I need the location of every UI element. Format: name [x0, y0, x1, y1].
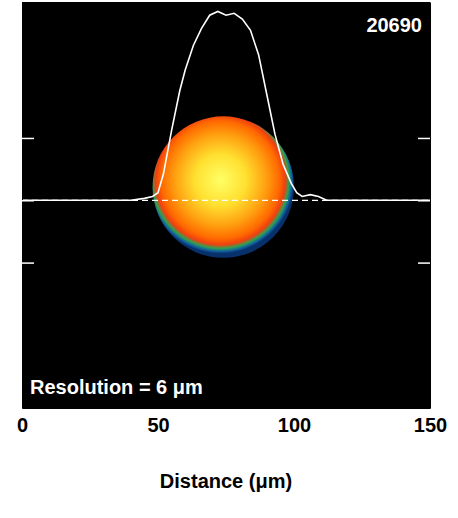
x-axis-title: Distance (μm)	[160, 470, 292, 492]
y-tick-mark	[418, 262, 430, 264]
x-tick-label: 150	[414, 414, 447, 436]
y-tick	[22, 200, 34, 201]
annotation: Resolution = 6 μm	[30, 376, 203, 398]
y-tick-mark	[418, 200, 430, 202]
x-axis-line	[23, 408, 431, 409]
y-axis-right-line	[430, 3, 431, 409]
x-tick: 0	[17, 408, 28, 436]
x-tick: 50	[147, 408, 169, 436]
y-tick-mark	[418, 138, 430, 140]
y-tick-mark	[22, 200, 34, 202]
x-axis: 0 50 100 150	[17, 408, 447, 436]
y-tick	[418, 138, 430, 139]
y-tick	[418, 200, 430, 201]
y-axis-line	[22, 3, 23, 409]
annotation: 20690	[366, 14, 422, 36]
y-tick	[418, 263, 430, 264]
chart: 0 50 100 150 Distance (μm) 20690 Resolution = …	[0, 0, 458, 518]
plot: 0 50 100 150 Distance (μm) 20690 Resolution = …	[17, 2, 447, 492]
x-tick-label: 0	[17, 414, 28, 436]
marks	[22, 11, 430, 257]
beam-spot	[153, 116, 294, 257]
y-tick	[22, 263, 34, 264]
x-tick-label: 100	[278, 414, 311, 436]
y-axis	[22, 3, 34, 409]
plot-background	[22, 2, 430, 408]
x-tick: 150	[414, 408, 447, 436]
y-tick-mark	[22, 138, 34, 140]
y-axis-right	[418, 3, 431, 409]
x-tick-label: 50	[147, 414, 169, 436]
x-tick: 100	[278, 408, 311, 436]
y-tick	[22, 138, 34, 139]
profile-line	[22, 11, 430, 200]
y-tick-mark	[22, 262, 34, 264]
